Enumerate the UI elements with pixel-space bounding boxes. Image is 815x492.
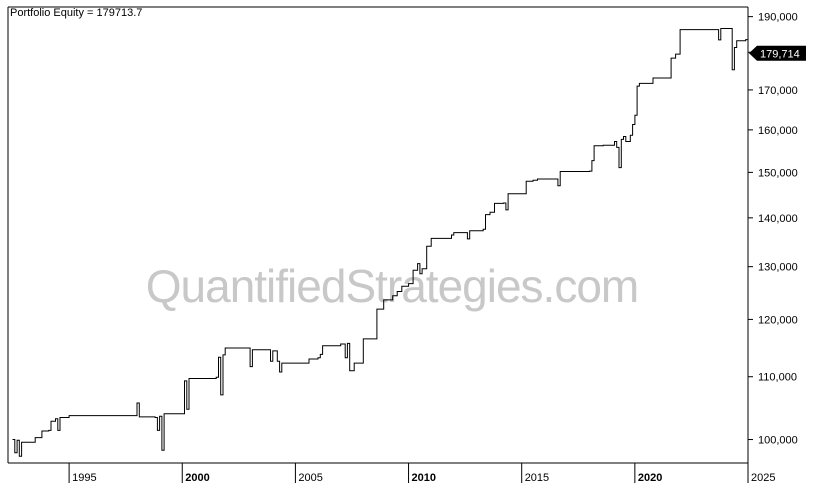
series-group bbox=[12, 28, 748, 457]
equity-series-line bbox=[12, 28, 748, 457]
y-tick-label: 190,000 bbox=[758, 12, 798, 24]
last-value-label: 179,714 bbox=[760, 48, 800, 60]
x-axis: 1995 2000 2005 2010 2015 2020 2025 bbox=[68, 463, 775, 484]
last-value-badge bbox=[749, 45, 806, 61]
last-value-marker: 179,714 bbox=[749, 45, 806, 61]
y-axis: 100,000 110,000 120,000 130,000 140,000 150,0… bbox=[748, 12, 798, 447]
x-tick-label: 2000 bbox=[185, 472, 209, 484]
watermark-text: QuantifiedStrategies.com bbox=[146, 260, 639, 312]
x-tick-label: 2015 bbox=[525, 472, 549, 484]
x-tick-label: 2025 bbox=[751, 472, 775, 484]
y-tick-label: 160,000 bbox=[758, 125, 798, 137]
y-tick-label: 100,000 bbox=[758, 435, 798, 447]
y-tick-label: 130,000 bbox=[758, 262, 798, 274]
x-tick-label: 2010 bbox=[412, 472, 436, 484]
x-tick-label: 2020 bbox=[638, 472, 662, 484]
y-tick-label: 150,000 bbox=[758, 167, 798, 179]
y-tick-label: 170,000 bbox=[758, 85, 798, 97]
y-tick-label: 140,000 bbox=[758, 213, 798, 225]
plot-frame bbox=[7, 6, 749, 464]
y-tick-label: 110,000 bbox=[758, 372, 797, 384]
y-tick-label: 120,000 bbox=[758, 314, 798, 326]
x-tick-label: 2005 bbox=[298, 472, 322, 484]
chart-title: Portfolio Equity = 179713.7 bbox=[10, 7, 142, 19]
x-tick-label: 1995 bbox=[72, 472, 96, 484]
